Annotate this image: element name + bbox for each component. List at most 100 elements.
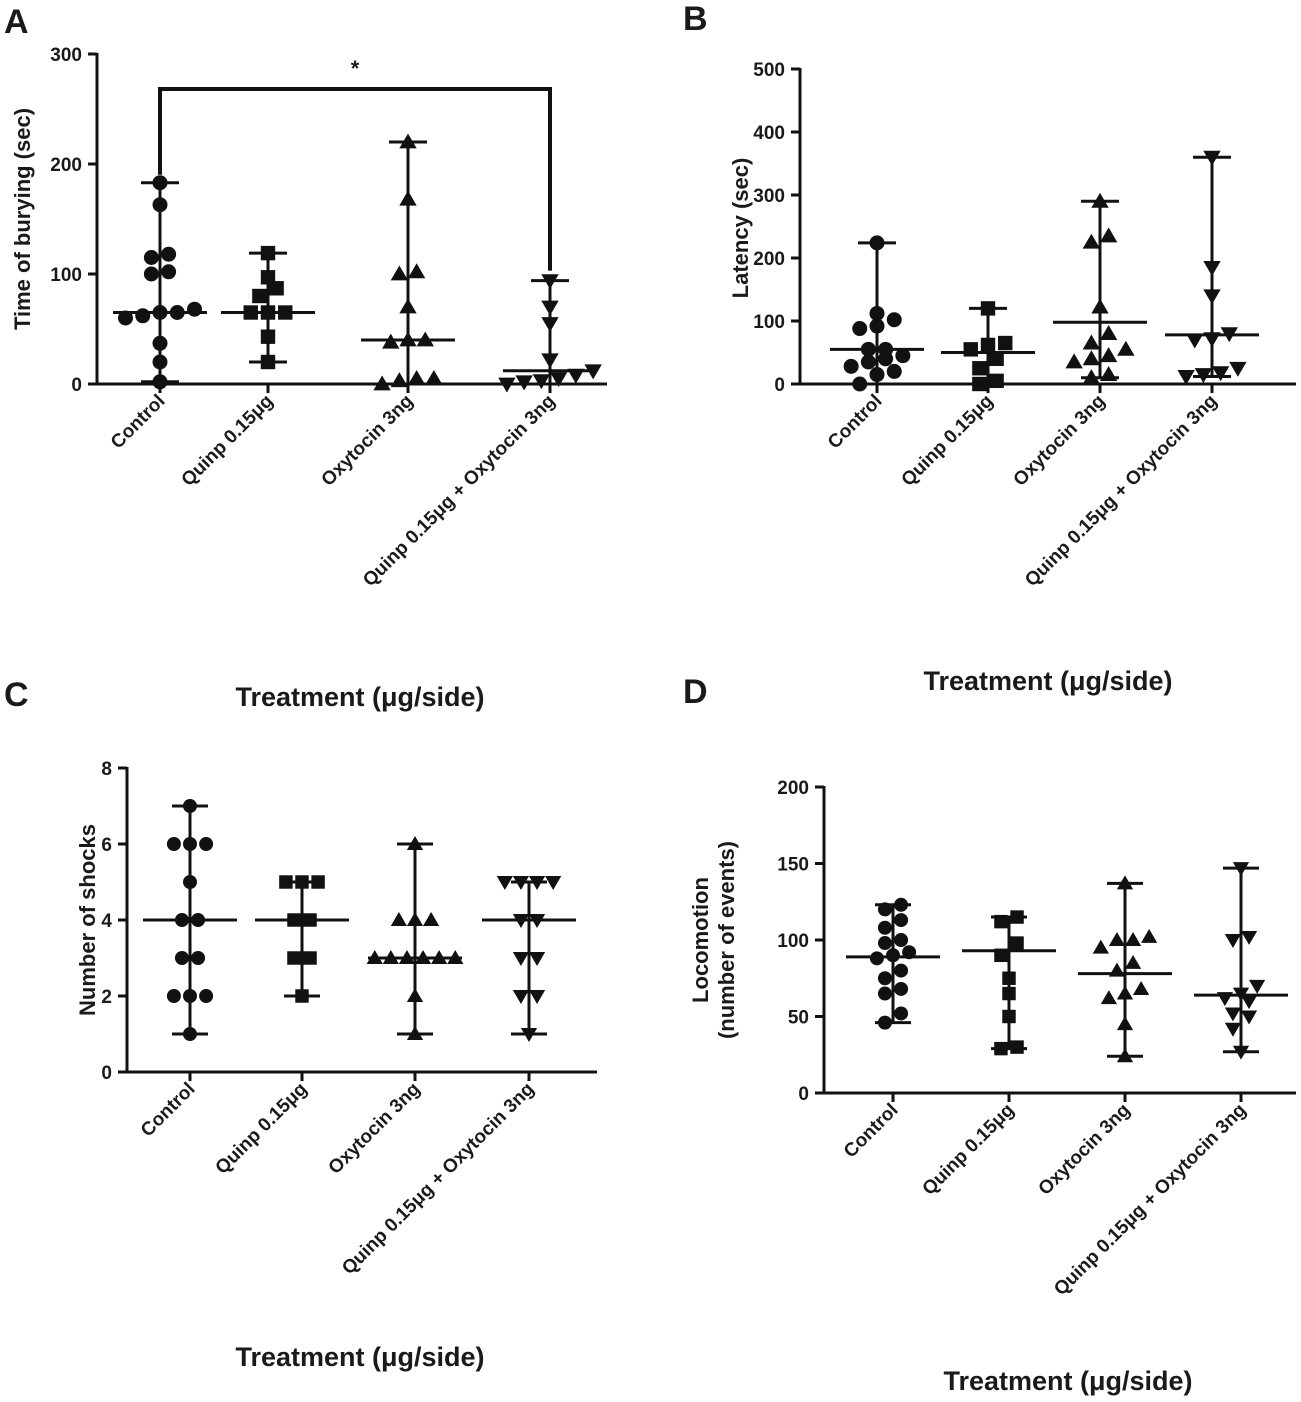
y-axis-label-line: Locomotion: [688, 877, 713, 1003]
data-point: [1216, 992, 1234, 1007]
data-point: [1229, 361, 1247, 377]
data-point: [135, 308, 151, 324]
y-tick-label: 50: [788, 1008, 809, 1029]
data-point: [366, 950, 383, 964]
x-tick-label: Quinp 0.15μg: [212, 1079, 312, 1179]
data-point: [1232, 1045, 1250, 1060]
data-point: [174, 913, 189, 927]
series-3: [1078, 875, 1172, 1063]
data-point: [1116, 1016, 1134, 1031]
data-point: [152, 354, 168, 370]
y-tick-label: 2: [101, 987, 112, 1008]
data-point: [1224, 934, 1242, 948]
data-point: [963, 342, 978, 357]
data-point: [980, 301, 996, 316]
data-point: [174, 951, 189, 965]
data-point: [311, 875, 325, 889]
y-tick-label: 150: [777, 855, 809, 876]
x-axis-label: Treatment (μg/side): [923, 666, 1172, 696]
data-point: [878, 341, 894, 357]
data-point: [852, 376, 868, 392]
data-point: [886, 312, 902, 328]
data-point: [512, 914, 530, 928]
data-point: [512, 876, 530, 890]
data-point: [143, 250, 159, 265]
y-axis-label-line: Time of burying (sec): [10, 108, 35, 330]
data-point: [894, 981, 909, 996]
data-point: [1240, 930, 1258, 945]
data-point: [1203, 332, 1221, 348]
data-point: [399, 298, 417, 314]
data-point: [416, 331, 434, 347]
series-1: [143, 799, 237, 1041]
data-point: [877, 1015, 892, 1030]
data-point: [1240, 1010, 1258, 1025]
data-point: [1099, 347, 1118, 363]
data-point: [260, 305, 276, 320]
y-tick-label: 0: [774, 375, 785, 396]
data-point: [541, 353, 559, 369]
y-axis-label: Locomotion(number of events): [688, 841, 739, 1039]
data-point: [152, 335, 168, 351]
x-tick-label: Quinp 0.15μg + Oxytocin 3ng: [1050, 1100, 1250, 1300]
data-point: [152, 175, 168, 191]
data-point: [1116, 1048, 1134, 1063]
x-tick-label: Control: [107, 391, 170, 454]
data-point: [877, 936, 892, 951]
data-point: [1099, 325, 1118, 341]
data-point: [498, 377, 516, 393]
data-point: [295, 875, 309, 889]
data-point: [869, 318, 885, 334]
x-tick-label: Oxytocin 3ng: [325, 1079, 425, 1179]
data-point: [994, 948, 1008, 963]
data-point: [260, 245, 276, 261]
data-point: [279, 875, 293, 889]
data-point: [894, 933, 909, 947]
x-tick-label: Quinp 0.15μg: [919, 1100, 1019, 1200]
data-point: [399, 133, 417, 149]
data-point: [161, 264, 177, 280]
data-point: [1002, 986, 1016, 1001]
data-point: [191, 951, 206, 965]
data-point: [183, 799, 197, 813]
x-axis-label: Treatment (μg/side): [235, 1342, 484, 1372]
data-point: [1132, 980, 1150, 995]
data-point: [860, 354, 876, 370]
y-axis-label: Latency (sec): [728, 158, 753, 299]
data-point: [406, 836, 424, 850]
data-point: [1232, 862, 1250, 877]
data-point: [399, 331, 417, 347]
data-point: [407, 369, 426, 385]
data-point: [406, 912, 424, 926]
data-point: [407, 263, 426, 279]
x-tick-label: Oxytocin 3ng: [1035, 1100, 1135, 1200]
data-point: [1220, 327, 1238, 343]
data-point: [1203, 289, 1221, 305]
x-tick-label: Quinp 0.15μg + Oxytocin 3ng: [1021, 391, 1221, 591]
y-tick-label: 300: [753, 186, 785, 207]
data-point: [1116, 875, 1134, 890]
data-point: [541, 317, 559, 333]
data-point: [278, 305, 293, 320]
data-point: [972, 361, 987, 376]
data-point: [382, 950, 399, 964]
data-point: [1224, 1007, 1242, 1022]
significance-bracket: [158, 87, 552, 271]
data-point: [166, 837, 181, 851]
data-point: [1211, 366, 1230, 382]
x-tick-label: Oxytocin 3ng: [318, 391, 418, 491]
data-point: [183, 1027, 197, 1041]
y-axis-label: Number of shocks: [75, 824, 100, 1016]
data-point: [515, 375, 533, 391]
data-point: [1082, 334, 1101, 350]
y-tick-label: 8: [101, 759, 112, 780]
data-point: [390, 372, 409, 388]
y-axis-label-line: Latency (sec): [728, 158, 753, 299]
data-point: [243, 305, 258, 320]
data-point: [191, 913, 206, 927]
data-point: [512, 990, 530, 1004]
data-point: [1099, 366, 1118, 381]
data-point: [269, 281, 284, 296]
data-point: [295, 989, 309, 1003]
